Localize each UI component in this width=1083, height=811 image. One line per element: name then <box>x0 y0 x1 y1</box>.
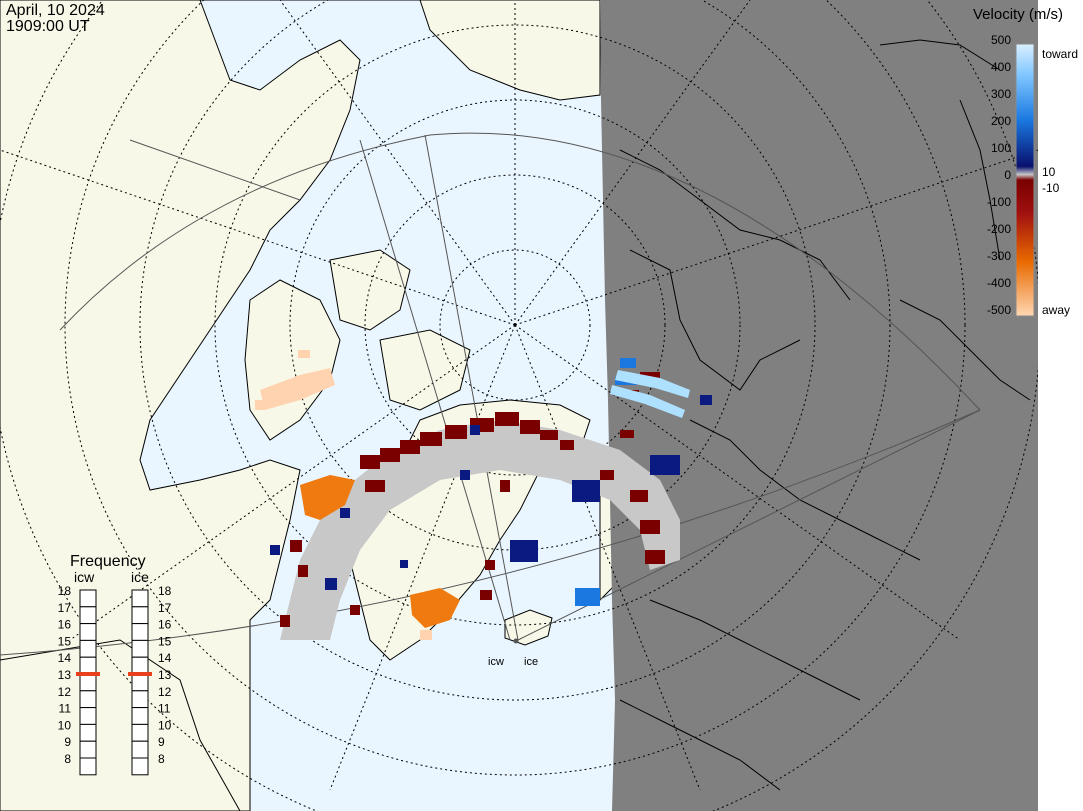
frequency-scale-label: 13 <box>158 668 172 682</box>
land-ellesmere <box>379 329 471 411</box>
velocity-away-dark <box>280 372 665 627</box>
date-label: April, 10 2024 <box>6 2 105 19</box>
frequency-scale-label: 16 <box>158 618 172 632</box>
frequency-scale-label: 17 <box>158 601 172 615</box>
frequency-cell <box>131 639 149 658</box>
velocity-tick-label: -400 <box>987 276 1011 290</box>
velocity-tick-label: 300 <box>991 87 1011 101</box>
ground-scatter <box>280 420 680 640</box>
frequency-scale-label: 8 <box>158 752 165 766</box>
velocity-tick-label: 500 <box>991 33 1011 47</box>
frequency-cell <box>79 740 97 759</box>
frequency-scale-label: 17 <box>58 601 72 615</box>
frequency-scale-label: 14 <box>158 651 172 665</box>
frequency-title: Frequency <box>70 553 146 570</box>
velocity-tick-label: -200 <box>987 222 1011 236</box>
frequency-cell <box>131 673 149 692</box>
frequency-cell <box>79 690 97 709</box>
frequency-scale-label: 12 <box>58 685 72 699</box>
frequency-scale-label: 13 <box>58 668 72 682</box>
frequency-cell <box>79 707 97 725</box>
freq-radar-ice: ice <box>131 569 149 585</box>
velocity-tick-label: -500 <box>987 303 1011 317</box>
frequency-cell <box>131 707 149 725</box>
frequency-marker-ice <box>128 672 152 676</box>
legend-title: Velocity (m/s) <box>973 6 1063 23</box>
label-away: away <box>1042 303 1070 317</box>
land-alaska-canada <box>0 0 601 101</box>
land-bottom-left <box>0 639 241 811</box>
legend-ticks: 500 400 300 200 100 0 -100 -200 -300 -400 -500 <box>987 33 1011 317</box>
frequency-cell <box>131 623 149 641</box>
frequency-cell <box>79 589 97 608</box>
frequency-scale-label: 15 <box>158 634 172 648</box>
label-toward: toward <box>1042 47 1078 61</box>
frequency-scale-label: 11 <box>59 702 72 716</box>
velocity-tick-label: 200 <box>991 114 1011 128</box>
frequency-cell <box>79 623 97 641</box>
station-marker <box>513 638 519 644</box>
velocity-tick-label: 100 <box>991 141 1011 155</box>
station-label-ice: ice <box>524 656 538 668</box>
velocity-legend: Velocity (m/s) 500 400 300 200 100 0 -100 -200 -… <box>973 0 1083 811</box>
frequency-scale-label: 9 <box>158 735 165 749</box>
time-label: 1909:00 UT <box>6 18 90 35</box>
frequency-cell <box>79 639 97 658</box>
frequency-scale-label: 14 <box>58 651 72 665</box>
frequency-scale-label: 11 <box>158 702 171 716</box>
label-10: 10 <box>1042 165 1056 179</box>
frequency-cell <box>131 723 149 742</box>
frequency-scale-label: 8 <box>64 752 71 766</box>
frequency-scale-label: 9 <box>64 735 71 749</box>
station-label-icw: icw <box>488 656 504 668</box>
frequency-cell <box>79 656 97 675</box>
frequency-scale-label: 16 <box>58 618 72 632</box>
freq-radar-icw: icw <box>74 569 95 585</box>
velocity-tick-label: -300 <box>987 249 1011 263</box>
frequency-cell <box>131 656 149 675</box>
frequency-cell <box>79 673 97 692</box>
frequency-cell <box>131 690 149 709</box>
frequency-cell <box>79 757 97 776</box>
frequency-cell <box>79 723 97 742</box>
night-terminator <box>600 0 1038 811</box>
frequency-scale-label: 15 <box>58 634 72 648</box>
color-bar <box>1015 43 1035 317</box>
frequency-cell <box>79 606 97 625</box>
frequency-cell <box>131 757 149 776</box>
frequency-scale-label: 12 <box>158 685 172 699</box>
velocity-tick-label: 400 <box>991 60 1011 74</box>
frequency-scale-label: 10 <box>158 718 172 732</box>
land-arctic-islands <box>329 249 411 331</box>
velocity-tick-label: 0 <box>1004 168 1011 182</box>
frequency-scale-label: 18 <box>158 584 172 598</box>
frequency-scale-label: 18 <box>58 584 72 598</box>
velocity-toward-dark <box>270 395 712 590</box>
velocity-away-light <box>255 350 432 640</box>
frequency-marker-icw <box>76 672 100 676</box>
label-minus10: -10 <box>1042 181 1060 195</box>
frequency-scale-label: 10 <box>58 718 72 732</box>
land-iceland <box>504 609 553 646</box>
frequency-cell <box>131 589 149 608</box>
frequency-cell <box>131 606 149 625</box>
frequency-legend: Frequency icw ice 18 17 16 15 14 13 12 11 10 9 8 18… <box>58 553 172 776</box>
velocity-toward-light <box>610 370 690 418</box>
velocity-tick-label: -100 <box>987 195 1011 209</box>
velocity-away-mid <box>300 475 460 628</box>
frequency-cell <box>131 740 149 759</box>
